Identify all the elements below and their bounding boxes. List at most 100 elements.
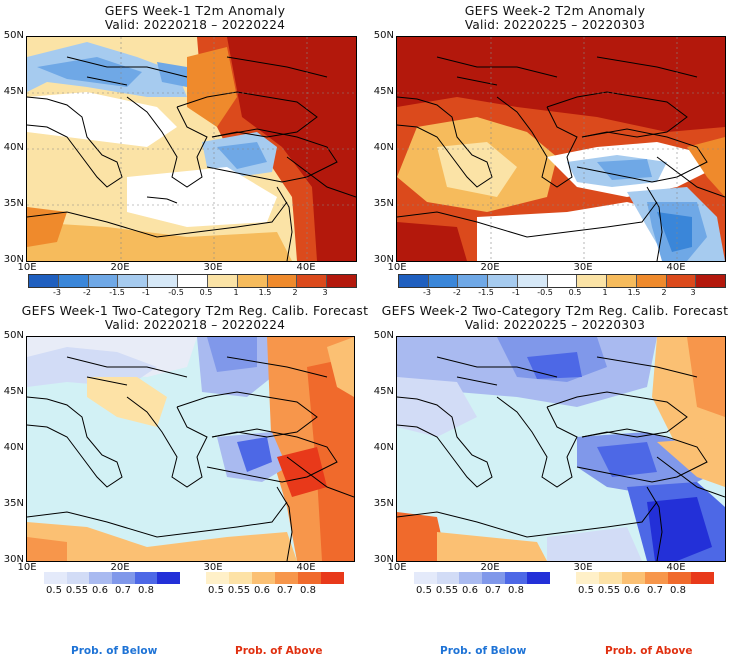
lon-label: 30E [203,562,223,573]
colorbar-swatch [666,275,697,287]
colorbar-label: 2 [292,288,298,297]
lon-label: 20E [110,262,130,273]
lon-label: 30E [573,562,593,573]
colorbar-swatch [527,572,551,584]
prob-label: 0.55 [597,585,621,596]
colorbar-swatch [298,572,321,584]
prob-label: 0.5 [416,585,432,596]
map-week1-probability [26,336,355,562]
panel-title: GEFS Week-2 T2m Anomaly [464,3,646,18]
prob-label: 0.7 [485,585,501,596]
below-colorbar [44,572,181,584]
colorbar-swatch [206,572,229,584]
panel-valid-dates: Valid: 20220218 – 20220224 [104,318,286,332]
prob-label: 0.55 [435,585,459,596]
colorbar-swatch [29,275,59,287]
prob-label: 0.6 [462,585,478,596]
map-week1-anomaly [26,36,357,262]
lat-label: 45N [3,86,24,97]
prob-label: 0.5 [208,585,224,596]
panel-week2-probability: GEFS Week-2 Two-Category T2m Reg. Calib.… [370,300,740,340]
colorbar-label: 3 [322,288,328,297]
lat-label: 30N [373,254,394,265]
colorbar-swatch [599,572,622,584]
prob-label: 0.8 [670,585,686,596]
prob-label: 0.55 [227,585,251,596]
colorbar-swatch [89,572,113,584]
lon-label: 10E [387,562,407,573]
lon-label: 10E [17,262,37,273]
colorbar-label: -0.5 [537,288,553,297]
colorbar-label: 2 [661,288,667,297]
legend-prob-above: Prob. of Above [235,645,323,657]
prob-label: 0.5 [46,585,62,596]
above-colorbar [206,572,344,584]
colorbar-swatch [229,572,252,584]
panel-week1-anomaly: GEFS Week-1 T2m Anomaly Valid: 20220218 … [0,0,370,295]
colorbar-swatch [482,572,505,584]
lon-label: 30E [203,262,223,273]
colorbar-swatch [88,275,119,287]
lon-label: 40E [296,262,316,273]
colorbar-label: 0.5 [199,288,213,297]
panel-week2-anomaly: GEFS Week-2 T2m Anomaly Valid: 20220225 … [370,0,740,295]
colorbar-swatch [577,275,608,287]
map-week2-anomaly [396,36,726,262]
colorbar-swatch [645,572,668,584]
colorbar-label: -3 [423,288,431,297]
colorbar-swatch [399,275,429,287]
colorbar-swatch [297,275,328,287]
colorbar-swatch [178,275,208,287]
anomaly-field [27,37,356,261]
panel-title: GEFS Week-1 Two-Category T2m Reg. Calib.… [21,303,369,318]
colorbar-swatch [157,572,181,584]
colorbar-label: 1 [233,288,239,297]
prob-label: 0.7 [115,585,131,596]
prob-label: 0.55 [65,585,89,596]
colorbar-label: 1.5 [627,288,641,297]
colorbar-swatch [237,275,268,287]
lon-label: 30E [573,262,593,273]
colorbar-swatch [148,275,179,287]
lat-label: 40N [373,142,394,153]
colorbar-label: -0.5 [168,288,184,297]
lon-label: 40E [666,562,686,573]
colorbar-swatch [58,275,89,287]
prob-label: 0.6 [254,585,270,596]
lat-label: 30N [373,554,394,565]
lon-label: 10E [387,262,407,273]
lat-label: 45N [373,386,394,397]
colorbar-swatch [321,572,344,584]
colorbar-swatch [547,275,578,287]
colorbar-swatch [414,572,437,584]
anomaly-colorbar [28,274,357,288]
prob-label: 0.7 [647,585,663,596]
legend-prob-below: Prob. of Below [440,645,527,657]
lat-label: 30N [3,554,24,565]
colorbar-swatch [504,572,528,584]
colorbar-swatch [428,275,459,287]
prob-label: 0.8 [300,585,316,596]
colorbar-swatch [622,572,645,584]
colorbar-swatch [488,275,518,287]
probability-field [397,337,725,561]
colorbar-swatch [436,572,460,584]
colorbar-swatch [636,275,667,287]
lon-label: 40E [666,262,686,273]
legend-prob-below: Prob. of Below [71,645,158,657]
colorbar-label: 3 [690,288,696,297]
probability-field [27,337,354,561]
colorbar-label: -1 [512,288,520,297]
colorbar-swatch [576,572,599,584]
lat-label: 35N [373,198,394,209]
lat-label: 40N [3,142,24,153]
lon-label: 20E [480,262,500,273]
prob-label: 0.5 [578,585,594,596]
lon-label: 20E [480,562,500,573]
legend-prob-above: Prob. of Above [605,645,693,657]
prob-label: 0.6 [624,585,640,596]
lon-label: 40E [296,562,316,573]
colorbar-label: -2 [83,288,91,297]
colorbar-swatch [459,572,483,584]
panel-valid-dates: Valid: 20220218 – 20220224 [104,18,286,32]
